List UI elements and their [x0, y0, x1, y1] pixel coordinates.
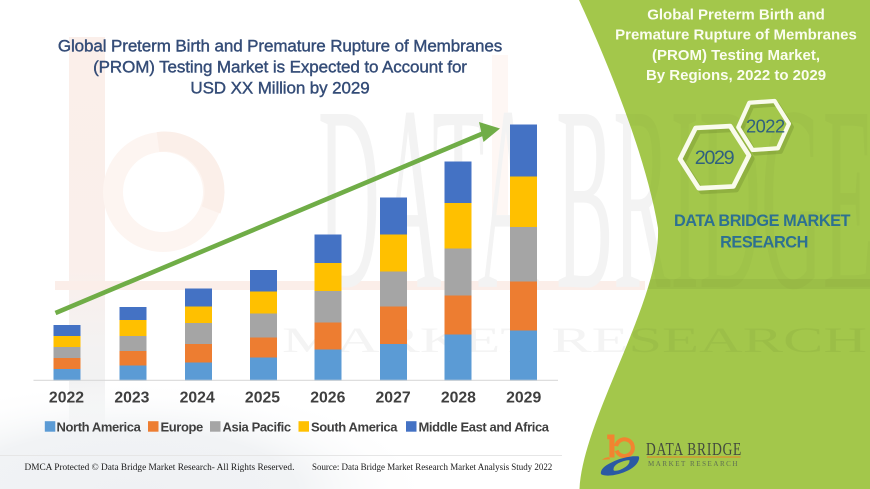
svg-text:Europe: Europe: [161, 420, 204, 435]
svg-text:2023: 2023: [114, 390, 149, 407]
svg-text:(PROM) Testing Market,: (PROM) Testing Market,: [652, 47, 820, 64]
svg-text:Source: Data Bridge Market Res: Source: Data Bridge Market Research Mark…: [312, 462, 552, 472]
svg-text:2028: 2028: [441, 390, 476, 407]
svg-text:South America: South America: [311, 420, 398, 435]
svg-text:DMCA Protected © Data Bridge M: DMCA Protected © Data Bridge Market Rese…: [25, 462, 295, 473]
svg-text:2022: 2022: [746, 116, 785, 137]
svg-text:USD XX Million by 2029: USD XX Million by 2029: [190, 79, 369, 98]
svg-text:2029: 2029: [506, 390, 541, 407]
svg-text:Premature Rupture of Membranes: Premature Rupture of Membranes: [615, 27, 857, 44]
svg-text:Asia Pacific: Asia Pacific: [223, 420, 291, 435]
svg-text:Middle East and Africa: Middle East and Africa: [419, 420, 550, 435]
svg-text:MARKET RESEARCH: MARKET RESEARCH: [648, 460, 739, 468]
svg-text:2022: 2022: [49, 390, 84, 407]
svg-text:2026: 2026: [310, 390, 345, 407]
svg-text:RESEARCH: RESEARCH: [720, 234, 808, 252]
svg-text:DATA BRIDGE: DATA BRIDGE: [646, 440, 742, 459]
svg-text:DATA BRIDGE MARKET: DATA BRIDGE MARKET: [674, 212, 851, 230]
svg-text:(PROM) Testing Market is Expec: (PROM) Testing Market is Expected to Acc…: [93, 58, 467, 77]
svg-text:Global Preterm Birth and: Global Preterm Birth and: [647, 7, 825, 24]
svg-text:2025: 2025: [245, 390, 280, 407]
svg-text:2027: 2027: [376, 390, 411, 407]
svg-text:2024: 2024: [180, 390, 215, 407]
svg-text:By Regions, 2022 to 2029: By Regions, 2022 to 2029: [646, 67, 826, 84]
svg-text:Global Preterm Birth and Prema: Global Preterm Birth and Premature Ruptu…: [58, 37, 502, 56]
svg-text:2029: 2029: [695, 147, 735, 169]
svg-text:North America: North America: [57, 420, 142, 435]
